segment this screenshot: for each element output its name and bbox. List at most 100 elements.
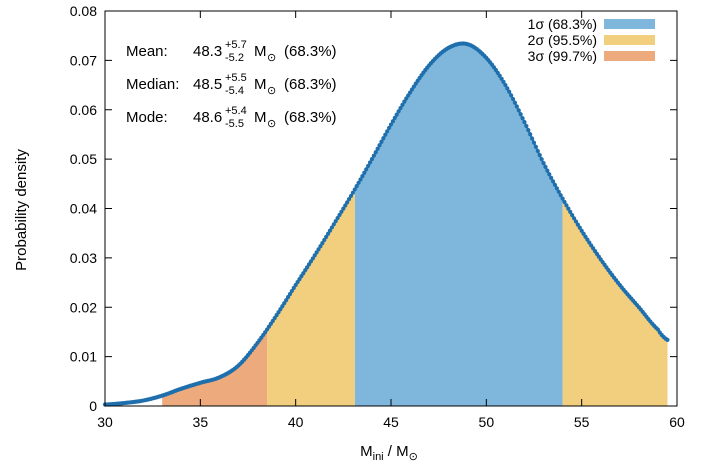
stat-upper-error: +5.7	[225, 39, 247, 51]
curve-point	[554, 186, 559, 191]
x-tick-label: 55	[574, 414, 590, 430]
curve-point	[375, 146, 380, 151]
curve-point	[655, 327, 661, 332]
curve-point	[333, 219, 338, 224]
curve-point	[497, 73, 502, 78]
x-axis-title-sep: / M	[384, 443, 409, 460]
curve-point	[373, 150, 378, 155]
y-tick-label: 0.01	[70, 349, 97, 365]
curve-point	[385, 129, 390, 134]
curve-point	[533, 144, 539, 149]
curve-point	[356, 180, 361, 185]
curve-point	[505, 86, 510, 91]
stat-label: Median:	[126, 76, 179, 93]
curve-point	[509, 93, 514, 98]
curve-point	[369, 157, 375, 162]
curve-point	[394, 112, 399, 117]
curve-point	[343, 203, 348, 208]
curve-point	[507, 89, 512, 94]
curve-point	[543, 164, 548, 169]
stat-label: Mean:	[126, 43, 168, 60]
x-tick-label: 40	[288, 414, 304, 430]
curve-point	[558, 193, 563, 198]
x-tick-label: 30	[97, 414, 113, 430]
stat-lower-error: -5.5	[225, 118, 244, 130]
curve-point	[291, 285, 296, 291]
curve-point	[346, 197, 352, 202]
curve-point	[388, 122, 394, 127]
curve-point	[503, 82, 508, 88]
curve-point	[526, 128, 531, 133]
curve-point	[331, 222, 336, 227]
curve-point	[573, 219, 579, 224]
curve-point	[358, 177, 363, 182]
curve-point	[354, 184, 359, 189]
statistics-annotations: Mean: 48.3 +5.7-5.2 M ⊙ (68.3%)Median: 48.5 +5.…	[126, 39, 337, 130]
curve-point	[316, 247, 321, 252]
x-tick-label: 35	[193, 414, 209, 430]
region-2sigma-0	[267, 189, 355, 406]
legend-label: 1σ (68.3%)	[528, 16, 597, 32]
curve-point	[289, 288, 294, 294]
legend-label: 3σ (99.7%)	[528, 48, 597, 64]
curve-point	[327, 228, 333, 233]
stat-lower-error: -5.2	[225, 52, 244, 64]
y-tick-label: 0.06	[70, 102, 97, 118]
curve-point	[516, 108, 521, 113]
curve-point	[308, 259, 314, 264]
y-tick-label: 0.05	[70, 151, 97, 167]
curve-point	[552, 182, 558, 188]
curve-point	[535, 148, 540, 154]
curve-point	[520, 116, 525, 121]
sigma-regions	[162, 43, 668, 406]
curve-point	[364, 167, 369, 172]
stat-sun-symbol: ⊙	[267, 118, 276, 130]
curve-point	[284, 298, 289, 303]
curve-point	[545, 168, 550, 173]
curve-point	[379, 139, 384, 144]
density-curve-layer	[102, 41, 670, 407]
curve-point	[337, 212, 342, 218]
region-1sigma-0	[354, 43, 563, 406]
curve-point	[278, 307, 283, 312]
curve-point	[570, 213, 575, 218]
curve-point	[282, 301, 287, 306]
y-tick-label: 0.04	[70, 201, 97, 217]
curve-point	[312, 253, 317, 258]
curve-point	[392, 115, 397, 121]
x-axis-title-sun: ⊙	[409, 451, 418, 463]
curve-point	[350, 190, 355, 195]
x-tick-label: 45	[383, 414, 399, 430]
curve-point	[566, 206, 571, 211]
curve-point	[562, 199, 567, 205]
curve-point	[383, 132, 388, 137]
curve-point	[512, 100, 518, 105]
x-axis-title-sub: ini	[373, 451, 384, 463]
curve-point	[325, 231, 331, 236]
stat-value: 48.5	[193, 76, 222, 93]
curve-point	[547, 172, 552, 177]
curve-point	[531, 140, 537, 145]
curve-point	[396, 109, 401, 114]
curve-point	[402, 99, 407, 104]
curve-point	[510, 96, 516, 102]
curve-point	[314, 250, 319, 255]
x-tick-label: 60	[669, 414, 685, 430]
stat-unit: M	[254, 76, 267, 93]
curve-point	[362, 170, 367, 175]
y-tick-label: 0.02	[70, 299, 97, 315]
curve-point	[381, 136, 386, 141]
curve-point	[367, 160, 373, 165]
legend-swatch	[604, 19, 655, 29]
curve-point	[345, 200, 350, 205]
stat-value: 48.6	[193, 109, 222, 126]
curve-point	[287, 292, 293, 297]
x-axis-title-main: M	[360, 443, 373, 460]
legend-swatch	[604, 51, 655, 61]
stat-unit: M	[254, 43, 267, 60]
curve-point	[541, 160, 546, 166]
curve-point	[404, 96, 409, 101]
y-axis-title: Probability density	[13, 149, 30, 271]
curve-point	[501, 79, 506, 84]
curve-point	[665, 337, 670, 342]
